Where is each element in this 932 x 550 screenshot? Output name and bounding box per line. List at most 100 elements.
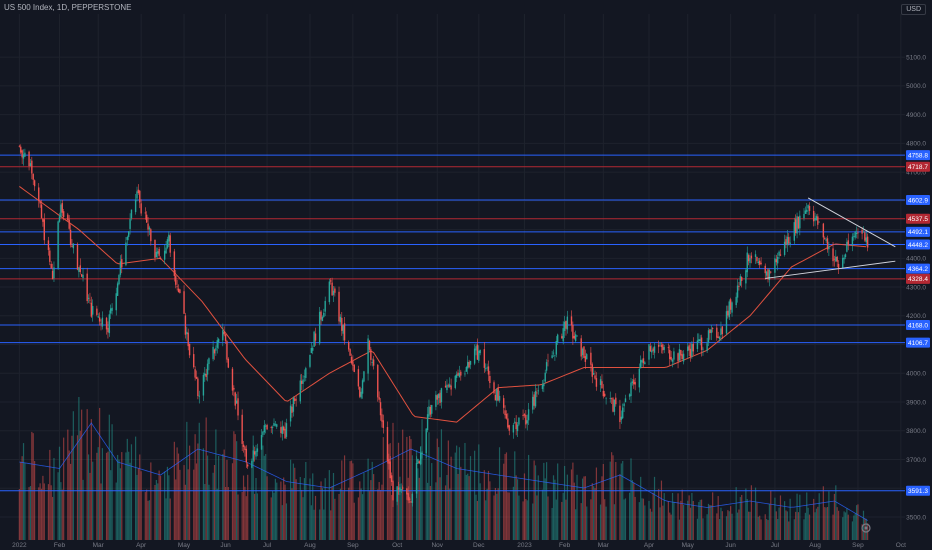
candle-body bbox=[561, 336, 563, 339]
volume-bar bbox=[436, 438, 438, 540]
candle-body bbox=[698, 339, 700, 342]
level-badge bbox=[906, 194, 930, 205]
volume-bar bbox=[377, 489, 379, 540]
volume-bar bbox=[137, 468, 139, 540]
level-badge bbox=[906, 320, 930, 331]
candle-body bbox=[224, 334, 227, 341]
volume-bar bbox=[832, 514, 834, 540]
candle-body bbox=[18, 145, 21, 147]
candle-body bbox=[776, 256, 779, 264]
volume-bar bbox=[754, 487, 757, 540]
candle-body bbox=[778, 251, 780, 256]
volume-bar bbox=[367, 458, 369, 540]
volume-bar bbox=[272, 490, 274, 540]
candle-body bbox=[602, 390, 605, 397]
volume-bar bbox=[706, 514, 708, 540]
candle-body bbox=[663, 347, 665, 350]
volume-bar bbox=[498, 447, 501, 540]
volume-bar bbox=[581, 478, 584, 540]
volume-bar bbox=[198, 422, 200, 540]
level-badge bbox=[906, 150, 930, 161]
volume-bar bbox=[28, 487, 30, 540]
candle-body bbox=[657, 344, 660, 347]
volume-bar bbox=[447, 440, 449, 540]
candle-body bbox=[673, 351, 675, 360]
volume-bar bbox=[622, 460, 624, 540]
volume-bar bbox=[115, 482, 117, 540]
candle-body bbox=[692, 343, 694, 352]
candle-body bbox=[87, 297, 90, 299]
candle-body bbox=[57, 221, 59, 269]
volume-bar bbox=[599, 504, 602, 540]
settings-icon[interactable] bbox=[860, 522, 872, 534]
candle-body bbox=[853, 236, 855, 238]
candle-body bbox=[118, 275, 120, 285]
volume-bar bbox=[79, 430, 81, 540]
time-tick-label: Apr bbox=[136, 542, 147, 549]
volume-bar bbox=[386, 455, 389, 540]
candle-body bbox=[804, 210, 807, 214]
candle-body bbox=[363, 371, 365, 382]
candle-body bbox=[793, 222, 795, 241]
candle-body bbox=[644, 362, 646, 365]
candle-body bbox=[628, 394, 631, 397]
volume-bar bbox=[806, 492, 808, 540]
candle-body bbox=[359, 386, 361, 397]
volume-bar bbox=[759, 515, 761, 540]
candle-body bbox=[410, 501, 412, 503]
candle-body bbox=[176, 286, 178, 288]
volume-bar bbox=[107, 451, 109, 540]
volume-bar bbox=[717, 496, 719, 540]
volume-bar bbox=[396, 489, 398, 540]
candle-body bbox=[822, 223, 825, 238]
candle-body bbox=[310, 348, 313, 353]
candle-body bbox=[237, 398, 239, 416]
volume-bar bbox=[389, 443, 391, 540]
volume-bar bbox=[698, 502, 700, 540]
candle-body bbox=[291, 406, 293, 413]
price-tick-label: 3700.0 bbox=[906, 457, 926, 464]
candle-body bbox=[536, 392, 538, 394]
volume-bar bbox=[486, 488, 488, 540]
volume-bar bbox=[767, 520, 769, 540]
volume-bar bbox=[155, 479, 157, 540]
volume-bar bbox=[334, 498, 336, 540]
candle-body bbox=[217, 338, 220, 343]
volume-bar bbox=[557, 463, 559, 540]
candle-body bbox=[188, 343, 191, 356]
candle-body bbox=[309, 354, 311, 367]
candle-body bbox=[215, 348, 217, 351]
volume-bar bbox=[736, 512, 739, 540]
volume-bar bbox=[194, 434, 196, 540]
volume-bar bbox=[634, 496, 636, 540]
candle-body bbox=[169, 235, 171, 253]
candle-body bbox=[281, 426, 283, 434]
volume-bar bbox=[630, 458, 632, 540]
volume-bar bbox=[458, 447, 461, 540]
candle-body bbox=[565, 320, 567, 329]
price-tick-label: 4300.0 bbox=[906, 284, 926, 291]
candle-body bbox=[177, 288, 180, 292]
volume-bar bbox=[611, 452, 613, 540]
time-tick-label: Dec bbox=[473, 542, 485, 549]
candle-body bbox=[814, 218, 816, 221]
volume-bar bbox=[572, 462, 574, 540]
currency-label[interactable]: USD bbox=[901, 4, 926, 15]
volume-bar bbox=[82, 479, 84, 540]
volume-bar bbox=[640, 476, 642, 540]
volume-bar bbox=[60, 482, 62, 540]
candle-body bbox=[760, 262, 762, 264]
trendline bbox=[807, 197, 896, 248]
candle-body bbox=[357, 369, 360, 387]
price-tick-label: 3500.0 bbox=[906, 514, 926, 521]
time-tick-label: Jul bbox=[263, 542, 272, 549]
volume-bar bbox=[785, 510, 787, 540]
volume-bar bbox=[604, 499, 606, 540]
volume-bar bbox=[410, 439, 412, 540]
candle-body bbox=[202, 374, 205, 396]
candle-body bbox=[184, 315, 187, 335]
volume-bar bbox=[532, 503, 534, 540]
candle-body bbox=[401, 487, 404, 489]
